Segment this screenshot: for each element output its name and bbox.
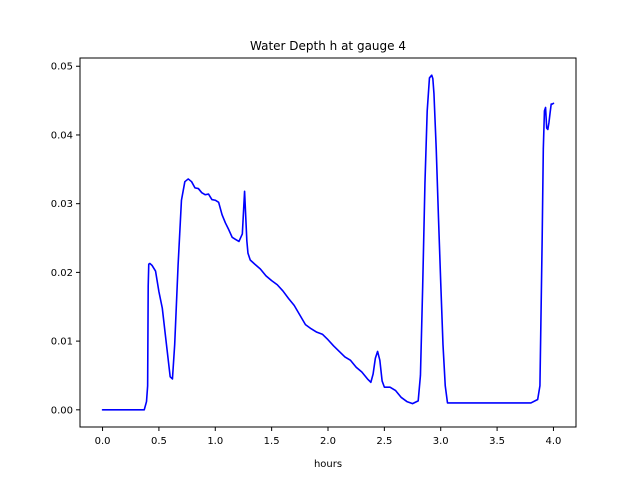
chart-title: Water Depth h at gauge 4 <box>250 39 406 53</box>
y-tick-label: 0.00 <box>51 405 73 416</box>
x-tick-label: 2.0 <box>320 436 336 447</box>
series-layer <box>101 74 555 411</box>
x-tick-label: 3.5 <box>489 436 505 447</box>
x-tick-label: 1.5 <box>264 436 280 447</box>
y-tick-label: 0.01 <box>51 337 73 348</box>
x-tick-label: 1.0 <box>207 436 223 447</box>
y-tick-label: 0.03 <box>51 199 73 210</box>
x-tick-label: 3.0 <box>433 436 449 447</box>
y-axis-ticks: 0.00 0.01 0.02 0.03 0.04 0.05 <box>51 62 80 416</box>
x-axis-label: hours <box>314 459 342 470</box>
y-tick-label: 0.04 <box>51 130 73 141</box>
y-tick-label: 0.02 <box>51 268 73 279</box>
x-axis-ticks: 0.0 0.5 1.0 1.5 2.0 2.5 3.0 3.5 4.0 <box>95 427 562 447</box>
y-tick-label: 0.05 <box>51 62 73 73</box>
x-tick-label: 2.5 <box>376 436 392 447</box>
x-tick-label: 0.5 <box>151 436 167 447</box>
x-tick-label: 0.0 <box>95 436 111 447</box>
x-tick-label: 4.0 <box>546 436 562 447</box>
plot-area-frame <box>79 57 577 428</box>
series-line <box>101 74 555 411</box>
